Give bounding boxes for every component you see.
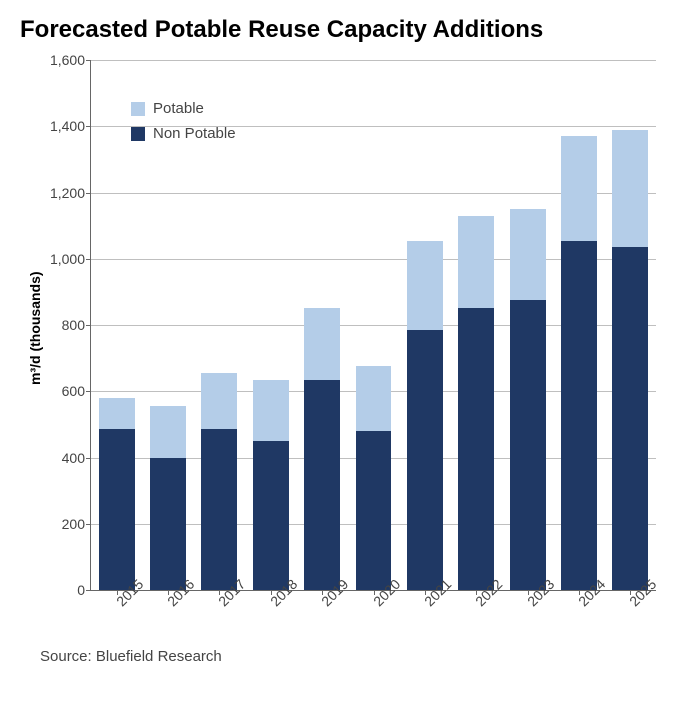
gridline [91, 126, 656, 127]
bar [458, 216, 494, 590]
plot-region: m³/d (thousands) PotableNon Potable 0200… [90, 60, 656, 591]
legend-item-potable: Potable [131, 100, 236, 117]
bar-seg-non-potable [253, 441, 289, 590]
bar-seg-non-potable [304, 380, 340, 590]
bar-seg-non-potable [612, 247, 648, 590]
bar-seg-non-potable [150, 458, 186, 591]
legend-item-non-potable: Non Potable [131, 125, 236, 142]
ytick-label: 1,200 [50, 185, 91, 201]
bar [510, 209, 546, 590]
bar-seg-potable [407, 241, 443, 330]
bar [356, 366, 392, 590]
bar-seg-non-potable [99, 429, 135, 590]
bar-seg-potable [253, 380, 289, 441]
bar [150, 406, 186, 590]
bar [407, 241, 443, 590]
ytick-label: 600 [62, 383, 91, 399]
bar-seg-potable [561, 136, 597, 240]
bar-seg-non-potable [201, 429, 237, 590]
ytick-label: 1,600 [50, 52, 91, 68]
legend-swatch [131, 102, 145, 116]
ytick-label: 400 [62, 450, 91, 466]
chart-area: m³/d (thousands) Potable Non Potable 0 200… [0, 0, 700, 710]
bar-seg-potable [510, 209, 546, 300]
ytick-label: 1,000 [50, 251, 91, 267]
bar-seg-potable [201, 373, 237, 429]
bar [561, 136, 597, 590]
bar-seg-non-potable [510, 300, 546, 590]
bar-seg-potable [458, 216, 494, 309]
bar-seg-non-potable [458, 308, 494, 590]
bar [201, 373, 237, 590]
bar-seg-potable [612, 130, 648, 248]
bar-seg-non-potable [407, 330, 443, 590]
bar-seg-non-potable [356, 431, 392, 590]
y-axis-label: m³/d (thousands) [27, 271, 43, 385]
chart-source: Source: Bluefield Research [40, 648, 222, 665]
bar [304, 308, 340, 590]
bar-seg-potable [150, 406, 186, 457]
bar [253, 380, 289, 590]
bar-seg-potable [99, 398, 135, 429]
ytick-label: 0 [77, 582, 91, 598]
legend-swatch [131, 127, 145, 141]
legend-label: Potable [153, 100, 204, 117]
bar [99, 398, 135, 590]
legend-label: Non Potable [153, 125, 236, 142]
bar-seg-potable [356, 366, 392, 431]
legend: Potable Non Potable [131, 100, 236, 150]
bar-seg-non-potable [561, 241, 597, 590]
ytick-label: 1,400 [50, 118, 91, 134]
bar-seg-potable [304, 308, 340, 379]
gridline [91, 60, 656, 61]
ytick-label: 200 [62, 516, 91, 532]
ytick-label: 800 [62, 317, 91, 333]
bar [612, 130, 648, 590]
